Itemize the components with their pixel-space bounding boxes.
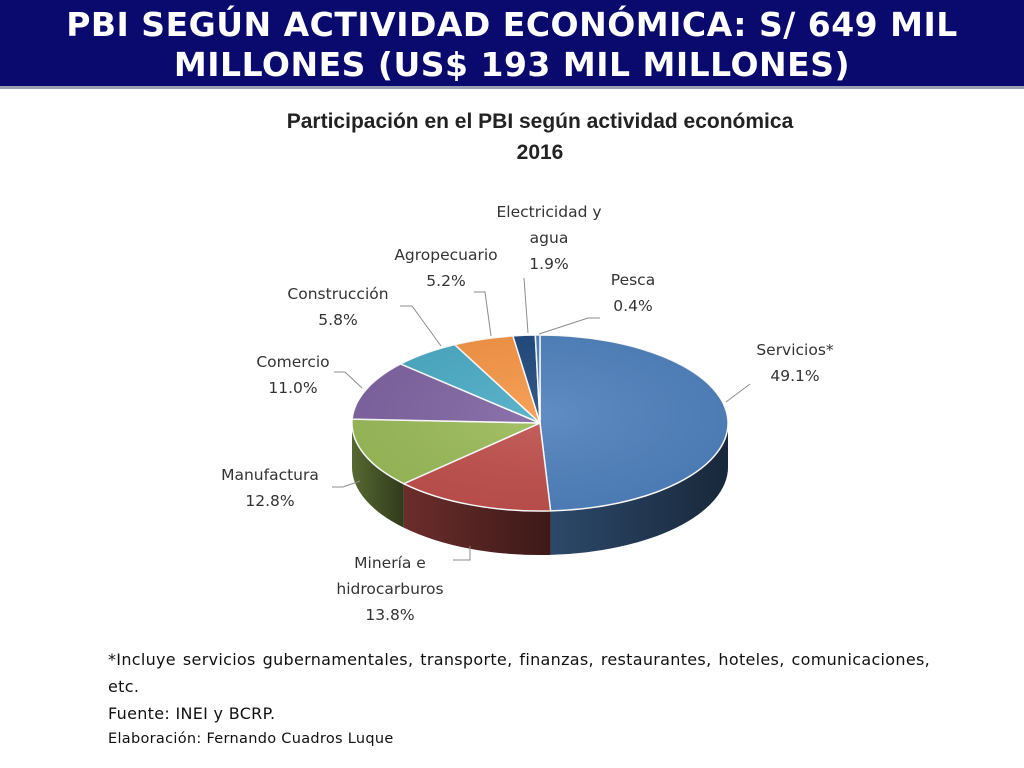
title-divider: [0, 86, 1024, 89]
leader-line-mineria-e-hidrocarburos: [453, 546, 471, 561]
slice-label-agropecuario: Agropecuario: [394, 246, 497, 264]
slide-title: PBI SEGÚN ACTIVIDAD ECONÓMICA: S/ 649 MI…: [0, 5, 1024, 85]
slice-value-manufactura: 12.8%: [245, 492, 294, 510]
slice-value-mineria-e-hidrocarburos: 13.8%: [365, 606, 414, 624]
slice-label-electricidad-y-agua: Electricidad y: [496, 203, 601, 221]
pie-top-faces: [351, 334, 729, 512]
slide-title-line-1: PBI SEGÚN ACTIVIDAD ECONÓMICA: S/ 649 MI…: [66, 5, 958, 44]
leader-line-comercio: [334, 371, 363, 389]
slice-value-comercio: 11.0%: [268, 379, 317, 397]
pie-labels: Servicios* 49.1% Minería e hidrocarburos 13.…: [221, 203, 834, 624]
slice-label-electricidad-y-agua: agua: [530, 229, 569, 247]
slice-label-servicios: Servicios*: [756, 341, 834, 359]
leader-line-manufactura: [332, 480, 361, 488]
slice-value-construccion: 5.8%: [318, 311, 357, 329]
slice-value-electricidad-y-agua: 1.9%: [529, 255, 568, 273]
pie-side-walls: [352, 423, 728, 555]
pie-side-shade-mineria-e-hidrocarburos: [403, 483, 551, 555]
credit-note: Elaboración: Fernando Cuadros Luque: [108, 731, 394, 747]
chart-subtitle: 2016: [516, 141, 564, 164]
slice-label-manufactura: Manufactura: [221, 466, 319, 484]
title-banner: [0, 0, 1024, 86]
slice-label-pesca: Pesca: [611, 271, 655, 289]
pie-side-shade-manufactura: [352, 423, 404, 528]
footnote: *Incluye servicios gubernamentales, tran…: [108, 650, 930, 696]
notes: *Incluye servicios gubernamentales, tran…: [108, 646, 930, 751]
leader-line-electricidad-y-agua: [523, 277, 529, 334]
slice-label-comercio: Comercio: [256, 353, 329, 371]
slice-value-pesca: 0.4%: [613, 297, 652, 315]
slice-label-mineria-e-hidrocarburos: Minería e: [354, 554, 426, 572]
leader-line-servicios: [725, 383, 751, 403]
slice-label-mineria-e-hidrocarburos: hidrocarburos: [336, 580, 443, 598]
slice-value-servicios: 49.1%: [770, 367, 819, 385]
leader-line-pesca: [538, 317, 600, 335]
chart-title: Participación en el PBI según actividad …: [286, 110, 794, 133]
leader-line-agropecuario: [474, 291, 492, 337]
slice-label-construccion: Construcción: [287, 285, 388, 303]
leader-line-construccion: [400, 305, 442, 347]
slice-value-agropecuario: 5.2%: [426, 272, 465, 290]
source-note: Fuente: INEI y BCRP.: [108, 704, 276, 723]
chart-title-block: Participación en el PBI según actividad …: [160, 106, 920, 168]
pie-side-shade-servicios: [550, 423, 728, 555]
slide-title-line-2: MILLONES (US$ 193 MIL MILLONES): [173, 45, 851, 84]
pie-top-highlight: [352, 335, 728, 511]
